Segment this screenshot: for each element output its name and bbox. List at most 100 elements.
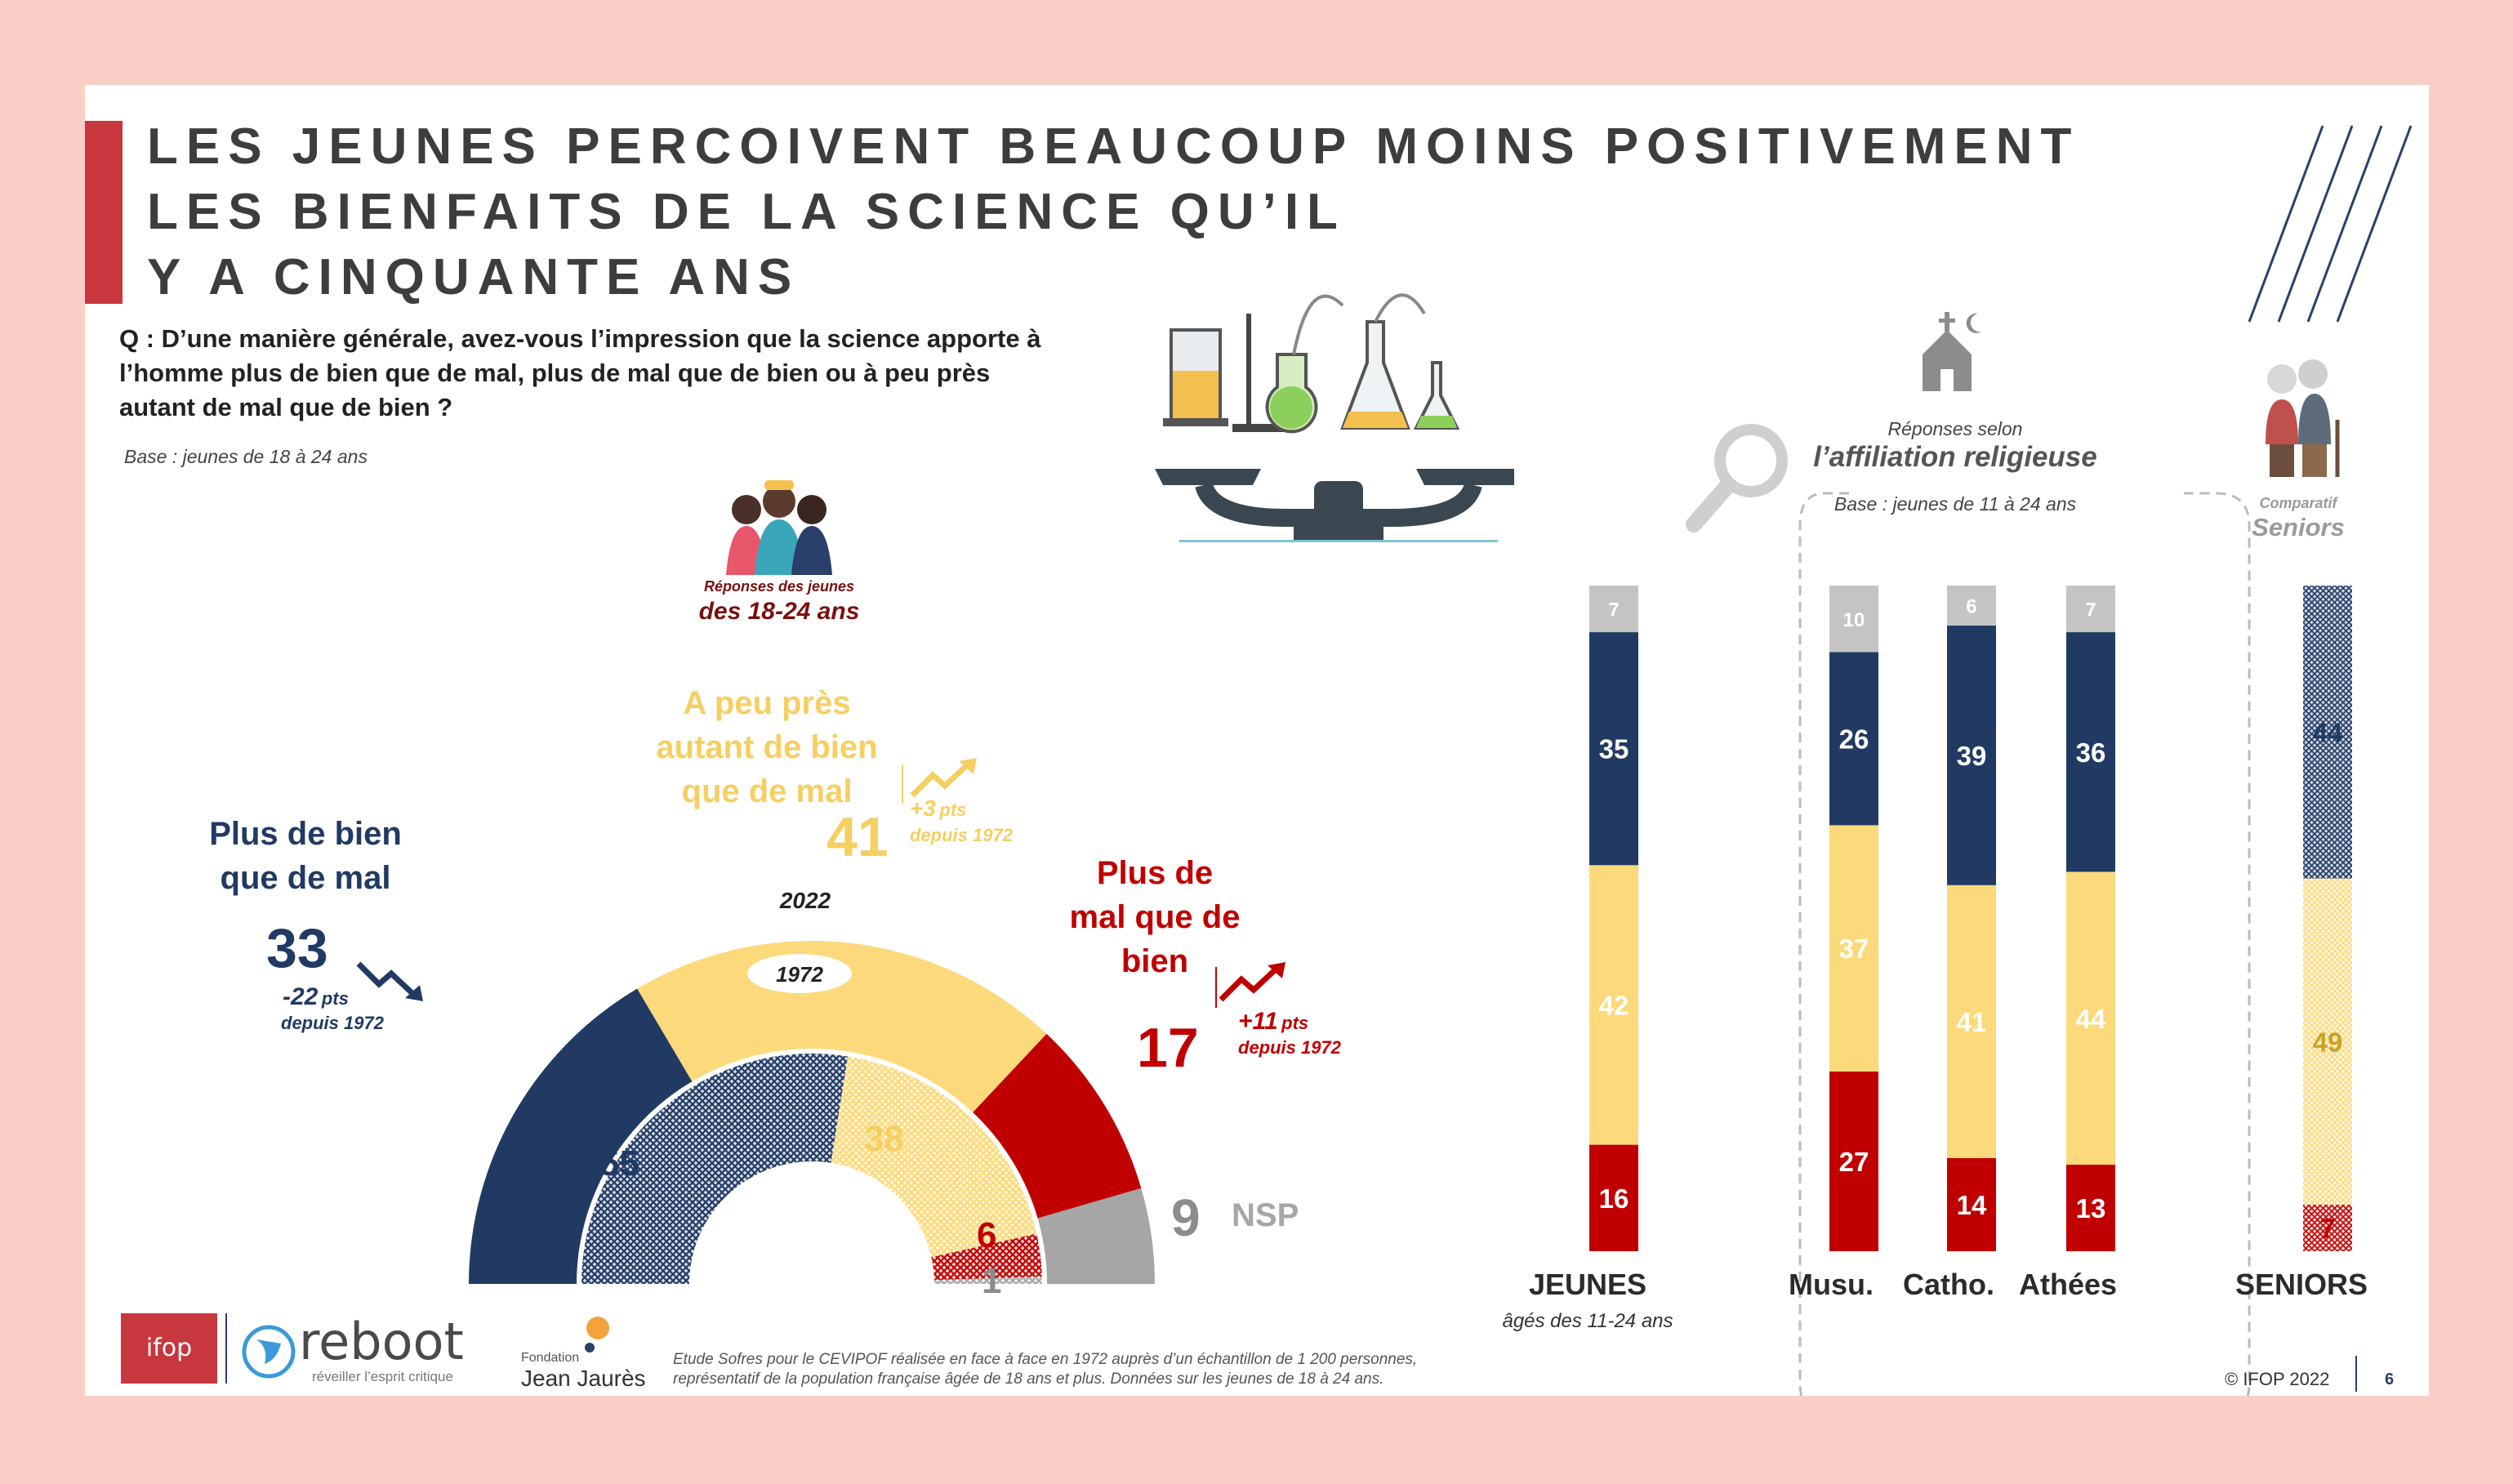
plus-bien-label: Plus de bien que de mal xyxy=(183,812,428,900)
bar-catho-nsp xyxy=(1947,586,1996,626)
peu-pres-delta-unit: pts xyxy=(939,800,967,820)
bar-catho-peu-label: 41 xyxy=(1957,1007,1987,1037)
source-line-2: représentatif de la population française… xyxy=(673,1370,1384,1388)
plus-mal-delta-unit: pts xyxy=(1281,1013,1309,1033)
bar-athes-nsp-label: 7 xyxy=(2085,599,2096,622)
bar-catho-mal xyxy=(1947,1157,1996,1251)
question-text: Q : D’une manière générale, avez-vous l’… xyxy=(119,324,1041,421)
bar-catho-mal-label: 14 xyxy=(1957,1190,1987,1220)
gauge-2022-slice-nsp xyxy=(1037,1188,1155,1284)
religion-dashed-frame xyxy=(1798,492,2251,1396)
jaures-logo-l1: Fondation xyxy=(521,1351,580,1365)
bar-musu-mal-label: 27 xyxy=(1839,1147,1869,1177)
stacked-bar-chart: 16 42 35 7 27 37 26 10 14 41 39 6 13 44 36 7 7 49 44 xyxy=(1589,586,2352,1251)
year-1972-pill xyxy=(747,954,852,993)
plus-mal-divider xyxy=(1215,967,1217,1008)
bar-seniors-mal-label: 7 xyxy=(2320,1213,2335,1243)
seniors-box-small: Comparatif xyxy=(2259,495,2337,511)
page-number: 6 xyxy=(2385,1370,2395,1388)
seniors-box-big: Seniors xyxy=(2252,513,2345,541)
plus-mal-label-l2: mal que de xyxy=(1069,899,1241,935)
globe-icon xyxy=(242,1325,296,1379)
bar-jeunes-bien xyxy=(1589,632,1638,866)
bar-jeunes-nsp xyxy=(1589,586,1638,633)
bar-musu-peu xyxy=(1829,825,1878,1072)
peu-pres-delta-value: +3 xyxy=(910,795,936,821)
bar-athes-nsp xyxy=(2066,586,2115,633)
bar-label-jeunes: JEUNES xyxy=(1528,1268,1647,1301)
gauge-chart: 2022 1972 xyxy=(469,880,1155,1284)
inner-value-bien: 55 xyxy=(599,1143,639,1183)
bar-musu-nsp xyxy=(1829,586,1878,653)
nsp-value: 9 xyxy=(1171,1188,1201,1247)
plus-bien-value: 33 xyxy=(266,917,328,979)
reboot-logo-text: reboot xyxy=(299,1312,464,1371)
diagonal-lines-decoration xyxy=(2248,125,2413,323)
bar-athes-mal xyxy=(2066,1165,2115,1251)
gauge-1972-slice-peu xyxy=(831,1056,1037,1258)
bar-catho-peu xyxy=(1947,885,1996,1158)
gauge-1972-slice-mal xyxy=(931,1233,1042,1281)
gauge-1972-slice-nsp xyxy=(933,1277,1042,1284)
bar-athes-bien xyxy=(2066,632,2115,872)
title-line-2: LES BIENFAITS DE LA SCIENCE QU’IL xyxy=(147,184,1346,240)
bar-seniors-bien xyxy=(2303,586,2352,879)
religion-base: Base : jeunes de 11 à 24 ans xyxy=(1834,493,2077,515)
year-2022-pill xyxy=(753,880,858,920)
bar-musu-bien-label: 26 xyxy=(1839,724,1869,754)
base-left: Base : jeunes de 18 à 24 ans xyxy=(124,446,368,467)
bar-jeunes-bien-label: 35 xyxy=(1599,734,1629,764)
jaures-logo-l2: Jean Jaurès xyxy=(521,1366,646,1391)
religion-box-small: Réponses selon xyxy=(1887,418,2023,439)
gauge-2022-slice-bien xyxy=(469,988,693,1284)
plus-mal-label-l1: Plus de xyxy=(1096,855,1214,891)
bar-jeunes-peu-label: 42 xyxy=(1599,990,1629,1020)
page-divider xyxy=(2355,1356,2357,1392)
youth-box-big: des 18-24 ans xyxy=(698,598,860,625)
bar-catho-bien xyxy=(1947,625,1996,885)
reboot-tagline: réveiller l’esprit critique xyxy=(312,1369,453,1384)
bar-label-jeunes-sub: âgés des 11-24 ans xyxy=(1502,1310,1673,1332)
bar-jeunes-peu xyxy=(1589,865,1638,1145)
gauge-2022-slice-peu xyxy=(637,941,1047,1113)
bar-musu-mal xyxy=(1829,1071,1878,1251)
peu-pres-label: A peu près autant de bien que de mal xyxy=(624,681,910,813)
bar-jeunes-mal xyxy=(1589,1144,1638,1251)
bar-seniors-mal xyxy=(2303,1204,2352,1251)
peu-pres-label-l3: que de mal xyxy=(681,773,853,809)
peu-pres-value: 41 xyxy=(827,806,889,868)
plus-mal-value: 17 xyxy=(1137,1017,1199,1079)
seniors-couple-icon xyxy=(2266,359,2340,477)
year-1972-label: 1972 xyxy=(776,962,823,987)
copyright: © IFOP 2022 xyxy=(2225,1369,2330,1389)
year-2022-label: 2022 xyxy=(779,888,831,913)
jaures-logo-mark xyxy=(585,1317,609,1353)
bar-jeunes-nsp-label: 7 xyxy=(1608,599,1619,622)
plus-mal-delta: +11 pts xyxy=(1238,1008,1308,1036)
nsp-label: NSP xyxy=(1232,1197,1299,1233)
bar-athes-bien-label: 36 xyxy=(2076,738,2106,768)
trend-up-icon-yellow xyxy=(910,758,977,798)
logo-divider xyxy=(225,1313,227,1384)
inner-value-nsp: 1 xyxy=(982,1261,1002,1301)
bar-seniors-peu-label: 49 xyxy=(2313,1027,2343,1057)
plus-bien-delta-value: -22 xyxy=(283,983,319,1010)
bar-athes-peu xyxy=(2066,871,2115,1165)
religion-box-big: l’affiliation religieuse xyxy=(1813,441,2097,473)
plus-bien-since: depuis 1972 xyxy=(281,1013,384,1033)
plus-bien-delta-unit: pts xyxy=(321,988,349,1009)
youth-box-small: Réponses des jeunes xyxy=(703,578,855,595)
ifop-logo: ifop xyxy=(121,1313,217,1384)
bar-label-athees: Athées xyxy=(2018,1268,2118,1301)
bar-jeunes-mal-label: 16 xyxy=(1599,1183,1629,1214)
bar-seniors-peu xyxy=(2303,878,2352,1205)
plus-bien-label-l1: Plus de bien xyxy=(209,816,402,852)
bar-label-seniors: SENIORS xyxy=(2235,1268,2368,1301)
peu-pres-label-l1: A peu près xyxy=(683,685,851,721)
plus-mal-label: Plus de mal que de bien xyxy=(1032,851,1277,983)
bar-seniors-bien-label: 44 xyxy=(2313,717,2343,747)
bar-catho-bien-label: 39 xyxy=(1957,741,1987,771)
gauge-2022-slice-mal xyxy=(973,1033,1142,1219)
bar-athes-peu-label: 44 xyxy=(2076,1004,2106,1034)
bar-musu-nsp-label: 10 xyxy=(1843,609,1865,631)
